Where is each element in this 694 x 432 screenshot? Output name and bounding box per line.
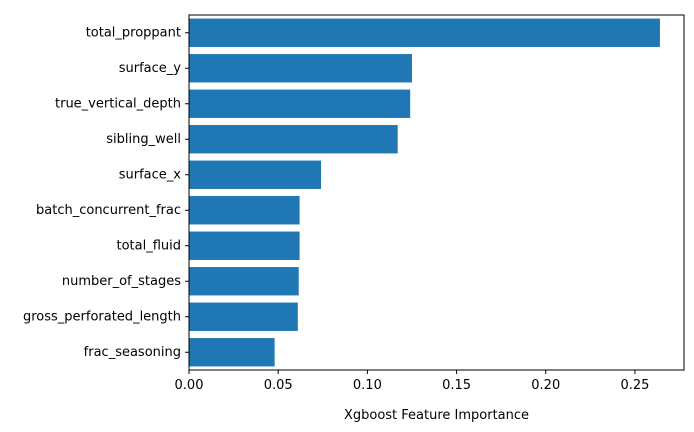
bar-total_proppant bbox=[189, 18, 660, 47]
bar-gross_perforated_length bbox=[189, 302, 298, 331]
x-tick-label: 0.20 bbox=[531, 378, 560, 393]
y-axis-ticks: total_proppant surface_y true_vertical_dep… bbox=[23, 25, 189, 360]
bar-total_fluid bbox=[189, 231, 300, 260]
y-tick-label: gross_perforated_length bbox=[23, 309, 181, 324]
x-axis-label: Xgboost Feature Importance bbox=[344, 408, 529, 423]
bar-sibling_well bbox=[189, 125, 398, 154]
bar-true_vertical_depth bbox=[189, 89, 411, 118]
y-tick-label: surface_x bbox=[119, 167, 182, 182]
y-tick-label: sibling_well bbox=[106, 132, 181, 147]
bars-group bbox=[189, 18, 660, 367]
bar-frac_seasoning bbox=[189, 338, 275, 367]
plot-frame bbox=[188, 14, 685, 371]
bar-surface_y bbox=[189, 54, 412, 83]
y-tick-label: surface_y bbox=[119, 61, 182, 76]
x-tick-label: 0.05 bbox=[264, 378, 293, 393]
x-tick-label: 0.25 bbox=[620, 378, 649, 393]
y-tick-label: frac_seasoning bbox=[84, 345, 181, 360]
x-tick-label: 0.10 bbox=[353, 378, 382, 393]
y-tick-label: batch_concurrent_frac bbox=[36, 203, 181, 218]
x-axis-ticks: 0.00 0.05 0.10 0.15 0.20 0.25 bbox=[175, 370, 649, 393]
y-tick-label: total_fluid bbox=[116, 238, 181, 253]
y-tick-label: total_proppant bbox=[86, 25, 181, 40]
bar-surface_x bbox=[189, 160, 321, 189]
bar-number_of_stages bbox=[189, 267, 299, 296]
x-tick-label: 0.00 bbox=[175, 378, 204, 393]
y-tick-label: true_vertical_depth bbox=[55, 96, 181, 111]
y-tick-label: number_of_stages bbox=[62, 274, 181, 289]
bar-batch_concurrent_frac bbox=[189, 196, 300, 225]
x-tick-label: 0.15 bbox=[442, 378, 471, 393]
